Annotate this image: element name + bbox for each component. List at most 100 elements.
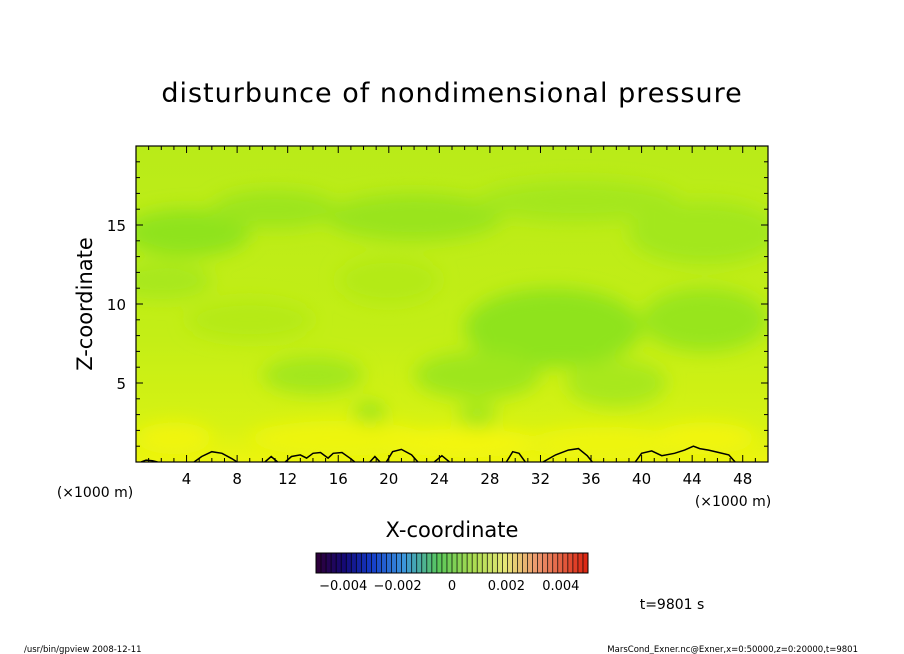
- colorbar-stripe: [562, 553, 568, 573]
- heatmap-blob-17: [388, 428, 541, 458]
- colorbar-stripe: [426, 553, 432, 573]
- colorbar-stripe: [366, 553, 372, 573]
- x-unit-label: (×1000 m): [695, 494, 771, 510]
- footer-left: /usr/bin/gpview 2008-12-11: [24, 645, 142, 654]
- colorbar-stripe: [532, 553, 538, 573]
- colorbar-stripe: [431, 553, 437, 573]
- heatmap-blob-7: [641, 288, 768, 352]
- colorbar-stripe: [502, 553, 508, 573]
- colorbar-stripe: [441, 553, 447, 573]
- colorbar-stripe: [557, 553, 563, 573]
- colorbar-stripes: [315, 553, 588, 573]
- heatmap-blob-15: [136, 422, 212, 455]
- x-tick-label: 44: [683, 470, 702, 488]
- colorbar-stripe: [547, 553, 553, 573]
- colorbar-tick-labels: −0.004 −0.002 0 0.002 0.004: [319, 579, 579, 594]
- x-axis-label: X-coordinate: [386, 518, 519, 542]
- colorbar-stripe: [522, 553, 528, 573]
- heatmap-blob-8: [186, 299, 313, 341]
- heatmap-blob-4: [477, 180, 680, 222]
- colorbar-stripe: [376, 553, 382, 573]
- colorbar-stripe: [497, 553, 503, 573]
- time-label: t=9801 s: [640, 597, 705, 613]
- y-tick-label: 10: [107, 296, 126, 314]
- heatmap-field: [136, 180, 768, 459]
- colorbar-stripe: [582, 553, 588, 573]
- y-tick-labels: 5 10 15: [107, 217, 126, 393]
- colorbar-stripe: [411, 553, 417, 573]
- x-tick-label: 28: [480, 470, 499, 488]
- colorbar-stripe: [391, 553, 397, 573]
- heatmap-blob-12: [565, 359, 667, 407]
- x-tick-label: 16: [329, 470, 348, 488]
- heatmap-blob-5: [628, 201, 768, 265]
- colorbar-stripe: [542, 553, 548, 573]
- colorbar-tick-label: −0.002: [374, 579, 422, 594]
- x-tick-labels: 4 8 12 16 20 24 28 32 36 40 44 48: [182, 470, 752, 488]
- x-tick-label: 4: [182, 470, 192, 488]
- colorbar-stripe: [336, 553, 342, 573]
- y-tick-label: 5: [116, 375, 126, 393]
- zero-contour-line: [140, 445, 736, 462]
- heatmap-blob-14: [458, 401, 497, 428]
- colorbar-stripe: [401, 553, 407, 573]
- colorbar-stripe: [472, 553, 478, 573]
- colorbar-stripe: [371, 553, 377, 573]
- colorbar-tick-label: 0.004: [542, 579, 579, 594]
- x-tick-label: 32: [531, 470, 550, 488]
- colorbar-stripe: [406, 553, 412, 573]
- colorbar-stripe: [512, 553, 518, 573]
- colorbar-stripe: [467, 553, 473, 573]
- footer-right: MarsCond_Exner.nc@Exner,x=0:50000,z=0:20…: [607, 645, 858, 654]
- colorbar-stripe: [356, 553, 362, 573]
- colorbar-stripe: [577, 553, 583, 573]
- colorbar-stripe: [527, 553, 533, 573]
- x-tick-label: 20: [379, 470, 398, 488]
- colorbar-stripe: [477, 553, 483, 573]
- colorbar-stripe: [507, 553, 513, 573]
- colorbar-stripe: [517, 553, 523, 573]
- heatmap-blob-19: [654, 422, 756, 455]
- colorbar-stripe: [462, 553, 468, 573]
- colorbar-stripe: [567, 553, 573, 573]
- colorbar-stripe: [552, 553, 558, 573]
- colorbar-stripe: [482, 553, 488, 573]
- y-axis-label: Z-coordinate: [73, 237, 97, 371]
- heatmap-blob-13: [354, 401, 386, 428]
- chart-title: disturbunce of nondimensional pressure: [161, 78, 742, 109]
- x-tick-label: 36: [581, 470, 600, 488]
- colorbar-stripe: [457, 553, 463, 573]
- colorbar-stripe: [346, 553, 352, 573]
- colorbar-tick-label: 0: [448, 579, 456, 594]
- colorbar-stripe: [416, 553, 422, 573]
- colorbar-stripe: [361, 553, 367, 573]
- colorbar-stripe: [326, 553, 332, 573]
- colorbar-stripe: [381, 553, 387, 573]
- heatmap-blob-2: [211, 190, 339, 229]
- colorbar-tick-label: −0.004: [319, 579, 367, 594]
- x-tick-label: 8: [232, 470, 242, 488]
- heatmap-blob-9: [338, 256, 440, 304]
- colorbar-stripe: [386, 553, 392, 573]
- colorbar-stripe: [487, 553, 493, 573]
- colorbar-stripe: [321, 553, 327, 573]
- colorbar-stripe: [452, 553, 458, 573]
- colorbar-tick-label: 0.002: [488, 579, 525, 594]
- y-tick-label: 15: [107, 217, 126, 235]
- axis-ticks: [136, 146, 768, 462]
- zero-contour-layer: [140, 445, 736, 462]
- heatmap-blob-0: [136, 209, 250, 257]
- colorbar-stripe: [316, 553, 322, 573]
- x-tick-label: 12: [278, 470, 297, 488]
- colorbar-stripe: [537, 553, 543, 573]
- heatmap-blob-10: [262, 356, 364, 395]
- colorbar-stripe: [572, 553, 578, 573]
- heatmap-blob-1: [136, 261, 212, 300]
- colorbar-stripe: [351, 553, 357, 573]
- heatmap-blob-6: [464, 288, 642, 368]
- y-unit-label: (×1000 m): [57, 485, 133, 501]
- plot-area: [135, 145, 769, 463]
- colorbar-frame: [315, 552, 589, 574]
- x-tick-label: 40: [632, 470, 651, 488]
